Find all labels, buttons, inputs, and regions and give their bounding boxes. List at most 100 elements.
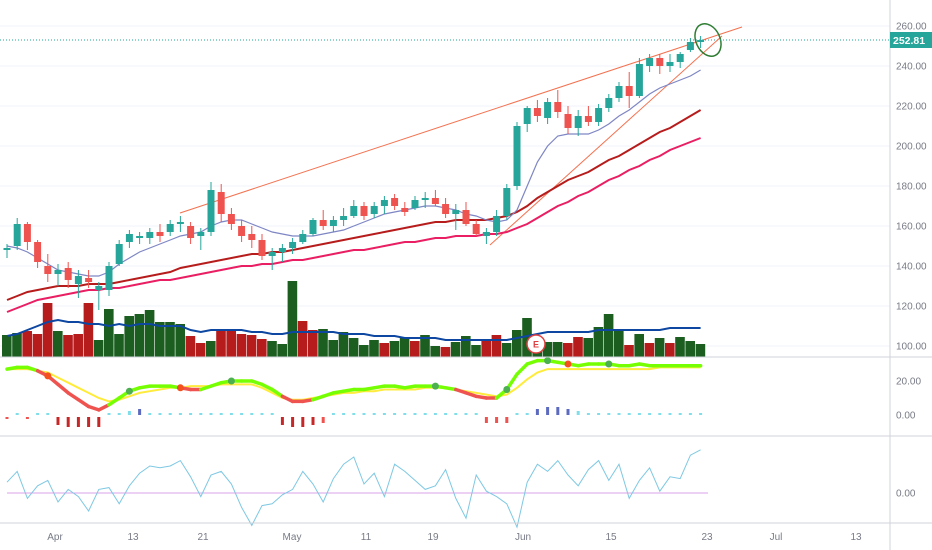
oscillator-histogram-bar <box>423 413 427 415</box>
candle-body <box>554 102 562 112</box>
candle-body <box>482 232 490 236</box>
volume-bar <box>155 322 165 357</box>
volume-bar <box>2 335 12 357</box>
oscillator-histogram-bar <box>36 413 40 415</box>
oscillator-histogram-bar <box>495 417 499 423</box>
candle-body <box>23 224 31 242</box>
date-tick-label: 19 <box>427 532 439 543</box>
candle-body <box>686 42 694 50</box>
volume-bar <box>369 340 379 357</box>
volume-bar <box>563 343 573 357</box>
volume-bar <box>236 334 247 357</box>
oscillator-histogram-bar <box>138 409 142 415</box>
volume-bar <box>644 343 655 357</box>
candle-body <box>207 190 215 232</box>
volume-bar <box>124 316 134 357</box>
volume-bar <box>675 337 685 357</box>
candle-body <box>605 98 613 108</box>
oscillator-slow-line <box>7 366 701 403</box>
oscillator-histogram-bar <box>658 413 662 415</box>
candle-body <box>176 222 184 224</box>
date-axis[interactable]: Apr 13 21 May 11 19 Jun 15 23 Jul 13 <box>47 532 862 543</box>
price-axis[interactable]: 260.00 240.00 220.00 200.00 180.00 160.00 140.… <box>896 22 927 353</box>
volume-bar <box>93 340 104 357</box>
oscillator-histogram-bar <box>362 413 366 415</box>
highlight-circle <box>694 23 722 57</box>
oscillator-cross-dot <box>176 384 184 392</box>
volume-bar <box>104 309 114 357</box>
volume-bar <box>450 342 461 357</box>
oscillator-histogram-bar <box>56 417 60 425</box>
oscillator-histogram-bar <box>219 413 223 415</box>
candle-body <box>411 200 419 208</box>
oscillator-fast-segment <box>209 380 223 388</box>
candle-body <box>105 266 113 290</box>
oscillator-histogram-bar <box>117 413 121 415</box>
candle-body <box>44 266 52 274</box>
price-tick-label: 120.00 <box>896 302 927 313</box>
candle-body <box>676 54 684 62</box>
oscillator-fast-segment <box>76 397 91 409</box>
volume-bar <box>114 334 124 357</box>
volume-bar <box>471 345 481 357</box>
oscillator-cross-dot <box>431 382 439 390</box>
volume-bar <box>83 303 94 357</box>
candle-body <box>187 226 195 238</box>
oscillator-histogram-bar <box>566 409 570 415</box>
oscillator-histogram-bar <box>525 413 529 415</box>
ma-short-line <box>6 69 701 277</box>
candle-body <box>217 192 225 214</box>
oscillator-fast-segment <box>321 391 336 399</box>
volume-bar <box>583 338 593 357</box>
volume-bar <box>624 345 634 357</box>
oscillator-cross-dot <box>44 372 52 380</box>
line-oscillator-tick-label: 0.00 <box>896 489 916 500</box>
oscillator-histogram-bar <box>87 417 91 427</box>
volume-bar <box>206 341 216 357</box>
volume-bars <box>2 281 706 357</box>
volume-bar <box>461 336 471 357</box>
earnings-marker[interactable]: E <box>526 334 546 354</box>
oscillator-histogram-bar <box>25 417 29 419</box>
oscillator-histogram-bar <box>546 407 550 415</box>
oscillator-histogram-bar <box>321 417 325 423</box>
volume-bar <box>593 327 604 357</box>
date-tick-label: 13 <box>850 532 862 543</box>
oscillator-histogram-bar <box>637 413 641 415</box>
volume-bar <box>73 334 83 357</box>
candle-body <box>115 244 123 264</box>
price-tick-label: 160.00 <box>896 222 927 233</box>
candle-body <box>95 286 103 290</box>
candle-body <box>248 234 256 240</box>
oscillator-fast-segment <box>525 358 540 366</box>
last-price-label: 252.81 <box>893 35 925 47</box>
candle-body <box>64 268 72 280</box>
volume-bar <box>359 345 369 357</box>
oscillator-histogram-bar <box>260 413 264 415</box>
price-tick-label: 100.00 <box>896 342 927 353</box>
oscillator-histogram-bar <box>5 417 9 419</box>
volume-bar <box>185 336 196 357</box>
oscillator-histogram-bar <box>342 413 346 415</box>
oscillator-histogram-bar <box>688 413 692 415</box>
candle-body <box>125 234 133 242</box>
volume-bar <box>399 338 410 357</box>
candle-body <box>401 208 409 212</box>
volume-bar <box>53 331 63 357</box>
volume-bar <box>614 330 624 357</box>
line-oscillator-axis: 0.00 <box>896 489 916 500</box>
volume-bar <box>389 341 400 357</box>
volume-bar <box>603 314 614 357</box>
candles <box>3 36 705 310</box>
volume-bar <box>481 341 491 357</box>
volume-bar <box>42 303 53 357</box>
oscillator-cross-dot <box>544 357 552 365</box>
candle-body <box>564 114 572 128</box>
volume-bar <box>348 338 359 357</box>
line-oscillator <box>6 449 701 529</box>
oscillator-histogram-bar <box>607 413 611 415</box>
oscillator-histogram-bar <box>515 413 519 415</box>
candle-body <box>74 276 82 284</box>
volume-bar <box>328 340 338 357</box>
